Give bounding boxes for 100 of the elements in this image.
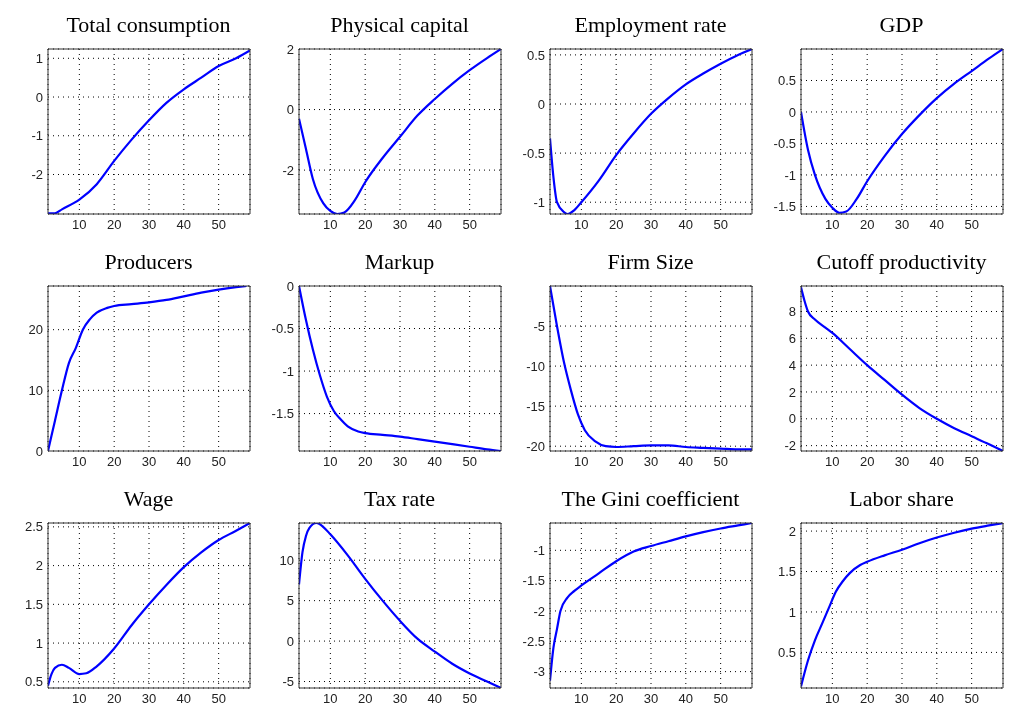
x-tick-label: 30: [643, 454, 659, 470]
x-tick-label: 40: [678, 691, 694, 707]
y-tick-label: -3: [533, 664, 545, 680]
y-tick-label: 1: [788, 604, 796, 620]
x-tick-label: 30: [643, 691, 659, 707]
y-tick-label: -0.5: [271, 321, 294, 337]
x-tick-label: 30: [392, 217, 408, 233]
line-series: [48, 49, 250, 214]
chart-title: Firm Size: [606, 248, 695, 276]
x-tick-label: 50: [713, 691, 728, 707]
x-tick-label: 10: [72, 454, 87, 470]
x-tick-label: 20: [859, 454, 875, 470]
x-tick-label: 10: [825, 691, 840, 707]
chart-title: Physical capital: [329, 11, 470, 39]
x-tick-label: 30: [894, 454, 910, 470]
y-tick-label: 0.5: [526, 47, 545, 63]
x-tick-label: 10: [574, 454, 589, 470]
x-tick-label: 10: [825, 454, 840, 470]
x-tick-label: 30: [894, 691, 910, 707]
x-tick-label: 20: [608, 217, 624, 233]
x-tick-label: 50: [462, 691, 477, 707]
y-tick-label: -1: [533, 194, 545, 210]
x-tick-label: 40: [176, 454, 192, 470]
x-tick-label: 50: [211, 217, 226, 233]
x-tick-label: 30: [894, 217, 910, 233]
x-tick-label: 10: [323, 217, 338, 233]
y-tick-label: -1: [31, 128, 43, 144]
y-tick-label: 5: [286, 593, 294, 609]
y-tick-label: -1.5: [773, 199, 796, 215]
y-tick-label: -0.5: [522, 145, 545, 161]
y-tick-label: 4: [788, 357, 796, 373]
line-series: [801, 49, 1003, 214]
x-tick-label: 40: [678, 217, 694, 233]
chart-title: Employment rate: [573, 11, 728, 39]
x-tick-label: 20: [106, 691, 122, 707]
y-tick-label: 0: [537, 96, 545, 112]
x-tick-label: 40: [929, 691, 945, 707]
line-series: [550, 286, 752, 451]
y-tick-label: 0: [286, 633, 294, 649]
y-tick-label: -2: [282, 162, 294, 178]
x-tick-label: 20: [608, 454, 624, 470]
x-tick-label: 20: [859, 691, 875, 707]
chart-title: The Gini coefficient: [560, 485, 741, 513]
x-tick-label: 50: [713, 454, 728, 470]
y-tick-label: 0: [788, 104, 796, 120]
y-tick-label: 0: [286, 102, 294, 118]
x-tick-label: 20: [859, 217, 875, 233]
y-tick-label: 20: [28, 322, 43, 338]
x-tick-label: 10: [825, 217, 840, 233]
x-tick-label: 50: [462, 454, 477, 470]
x-tick-label: 50: [964, 691, 979, 707]
y-tick-label: 0: [286, 278, 294, 294]
y-tick-label: 2: [286, 41, 294, 57]
x-tick-label: 20: [608, 691, 624, 707]
x-tick-label: 50: [713, 217, 728, 233]
y-tick-label: -1: [784, 167, 796, 183]
chart-title: Tax rate: [362, 485, 437, 513]
chart-title: Producers: [103, 248, 194, 276]
x-tick-label: 40: [929, 454, 945, 470]
x-tick-label: 40: [427, 217, 443, 233]
chart-title: Markup: [363, 248, 436, 276]
x-tick-label: 30: [392, 691, 408, 707]
x-tick-label: 40: [427, 454, 443, 470]
y-tick-label: -1.5: [522, 573, 545, 589]
x-tick-label: 40: [929, 217, 945, 233]
chart-title: Labor share: [848, 485, 955, 513]
line-series: [299, 49, 501, 214]
y-tick-label: 1: [35, 635, 43, 651]
x-tick-label: 30: [392, 454, 408, 470]
y-tick-label: 10: [279, 552, 294, 568]
y-tick-label: -1.5: [271, 406, 294, 422]
x-tick-label: 10: [72, 691, 87, 707]
y-tick-label: 2: [788, 523, 796, 539]
y-tick-label: -2: [533, 603, 545, 619]
chart-title: Cutoff productivity: [815, 248, 988, 276]
x-tick-label: 40: [427, 691, 443, 707]
line-series: [48, 523, 250, 687]
x-tick-label: 50: [964, 454, 979, 470]
y-tick-label: 0.5: [777, 645, 796, 661]
y-tick-label: 6: [788, 330, 796, 346]
x-tick-label: 30: [141, 454, 157, 470]
x-tick-label: 30: [643, 217, 659, 233]
y-tick-label: -2: [31, 167, 43, 183]
y-tick-label: -5: [533, 318, 545, 334]
y-tick-label: 2: [35, 558, 43, 574]
chart-title: Wage: [122, 485, 175, 513]
y-tick-label: -15: [526, 398, 545, 414]
x-tick-label: 10: [72, 217, 87, 233]
y-tick-label: 1.5: [777, 564, 796, 580]
y-tick-label: -2: [784, 438, 796, 454]
y-tick-label: 0: [35, 443, 43, 459]
x-tick-label: 10: [574, 691, 589, 707]
x-tick-label: 50: [211, 691, 226, 707]
x-tick-label: 30: [141, 217, 157, 233]
x-tick-label: 10: [323, 454, 338, 470]
x-tick-label: 50: [462, 217, 477, 233]
y-tick-label: -20: [526, 438, 545, 454]
y-tick-label: 0.5: [24, 674, 43, 690]
x-tick-label: 20: [106, 454, 122, 470]
x-tick-label: 40: [176, 691, 192, 707]
